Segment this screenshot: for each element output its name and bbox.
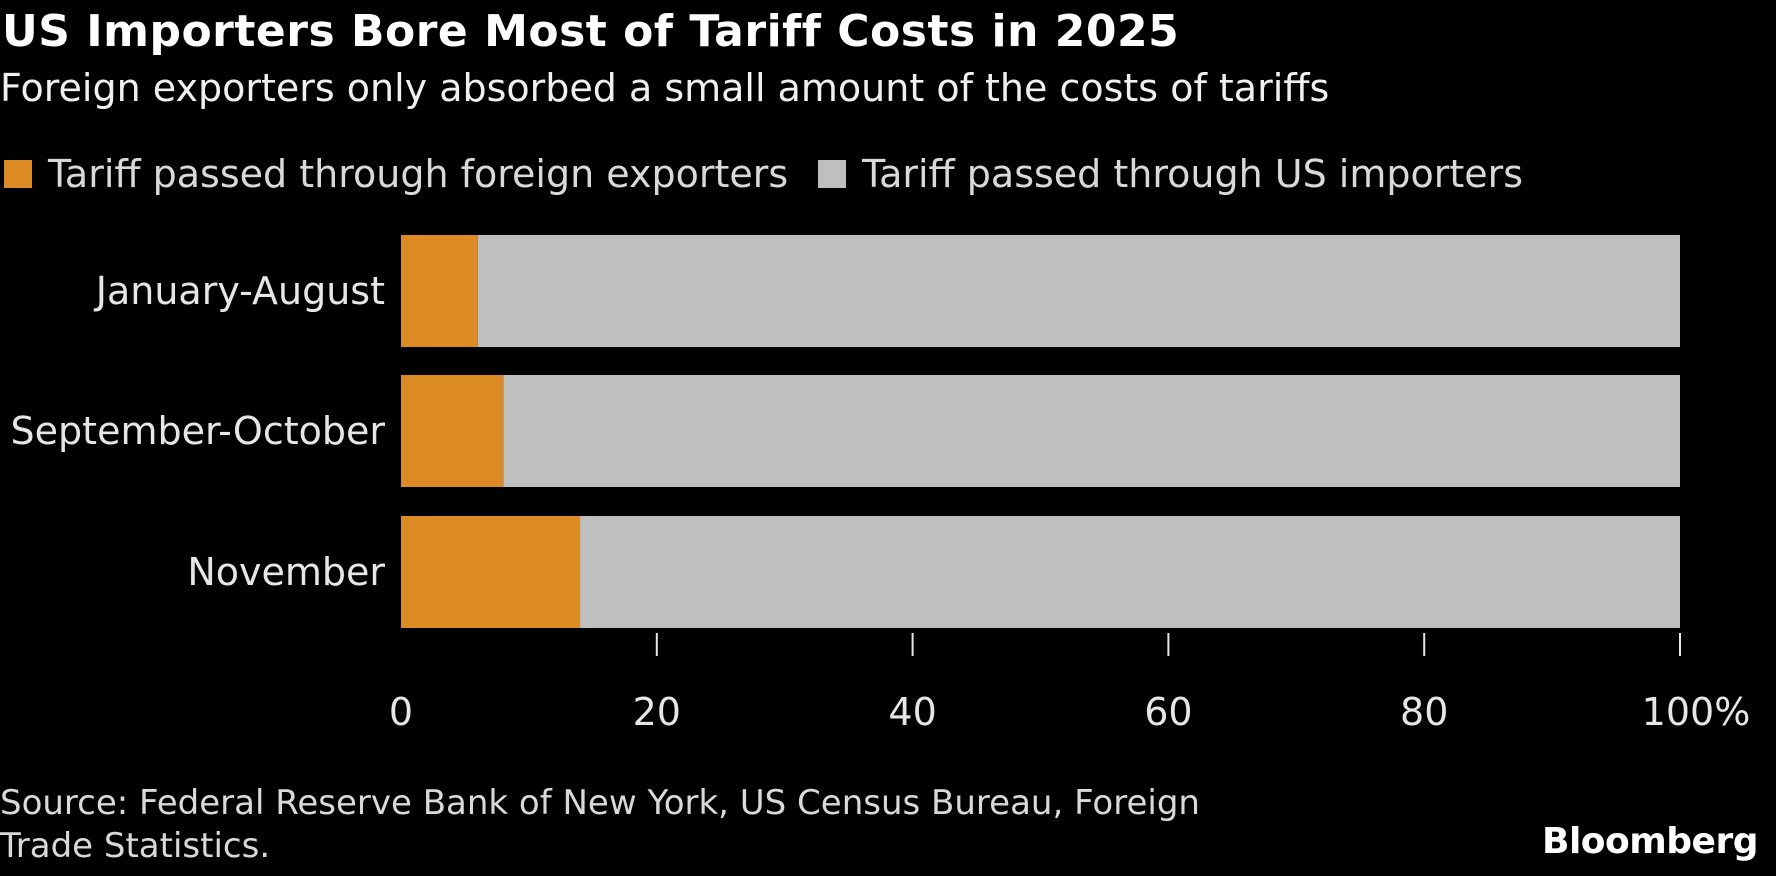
bloomberg-logo: Bloomberg (1542, 821, 1758, 862)
bar-november-foreign-exporters (401, 516, 581, 628)
legend-item-foreign-exporters: Tariff passed through foreign exporters (4, 152, 788, 196)
bar-chart: January-August September-October November 0… (11, 235, 1751, 734)
legend-swatch-foreign-exporters (4, 160, 32, 188)
source-line-2: Trade Statistics. (0, 826, 271, 866)
x-tick-label-80: 80 (1400, 690, 1448, 734)
legend-label-foreign-exporters: Tariff passed through foreign exporters (48, 152, 789, 196)
x-tick-label-20: 20 (633, 690, 681, 734)
bar-september-october-us-importers (503, 375, 1680, 487)
bar-november-us-importers (580, 516, 1680, 628)
category-label-september-october: September-October (11, 409, 386, 453)
source-note: Source: Federal Reserve Bank of New York… (0, 782, 1200, 868)
legend-label-us-importers: Tariff passed through US importers (862, 152, 1524, 196)
source-line-1: Source: Federal Reserve Bank of New York… (0, 783, 1200, 823)
x-tick-label-40: 40 (888, 690, 936, 734)
legend-item-us-importers: Tariff passed through US importers (818, 152, 1523, 196)
category-label-november: November (187, 550, 385, 594)
x-tick-label-100: 100% (1642, 690, 1751, 734)
x-tick-label-0: 0 (389, 690, 413, 734)
bar-january-august-us-importers (477, 235, 1680, 347)
x-tick-label-60: 60 (1144, 690, 1192, 734)
category-label-january-august: January-August (94, 269, 385, 313)
chart-title: US Importers Bore Most of Tariff Costs i… (2, 6, 1180, 57)
chart-subtitle: Foreign exporters only absorbed a small … (0, 66, 1330, 110)
legend: Tariff passed through foreign exporters … (4, 152, 1553, 196)
bar-september-october-foreign-exporters (401, 375, 504, 487)
bar-january-august-foreign-exporters (401, 235, 478, 347)
legend-swatch-us-importers (818, 160, 847, 188)
